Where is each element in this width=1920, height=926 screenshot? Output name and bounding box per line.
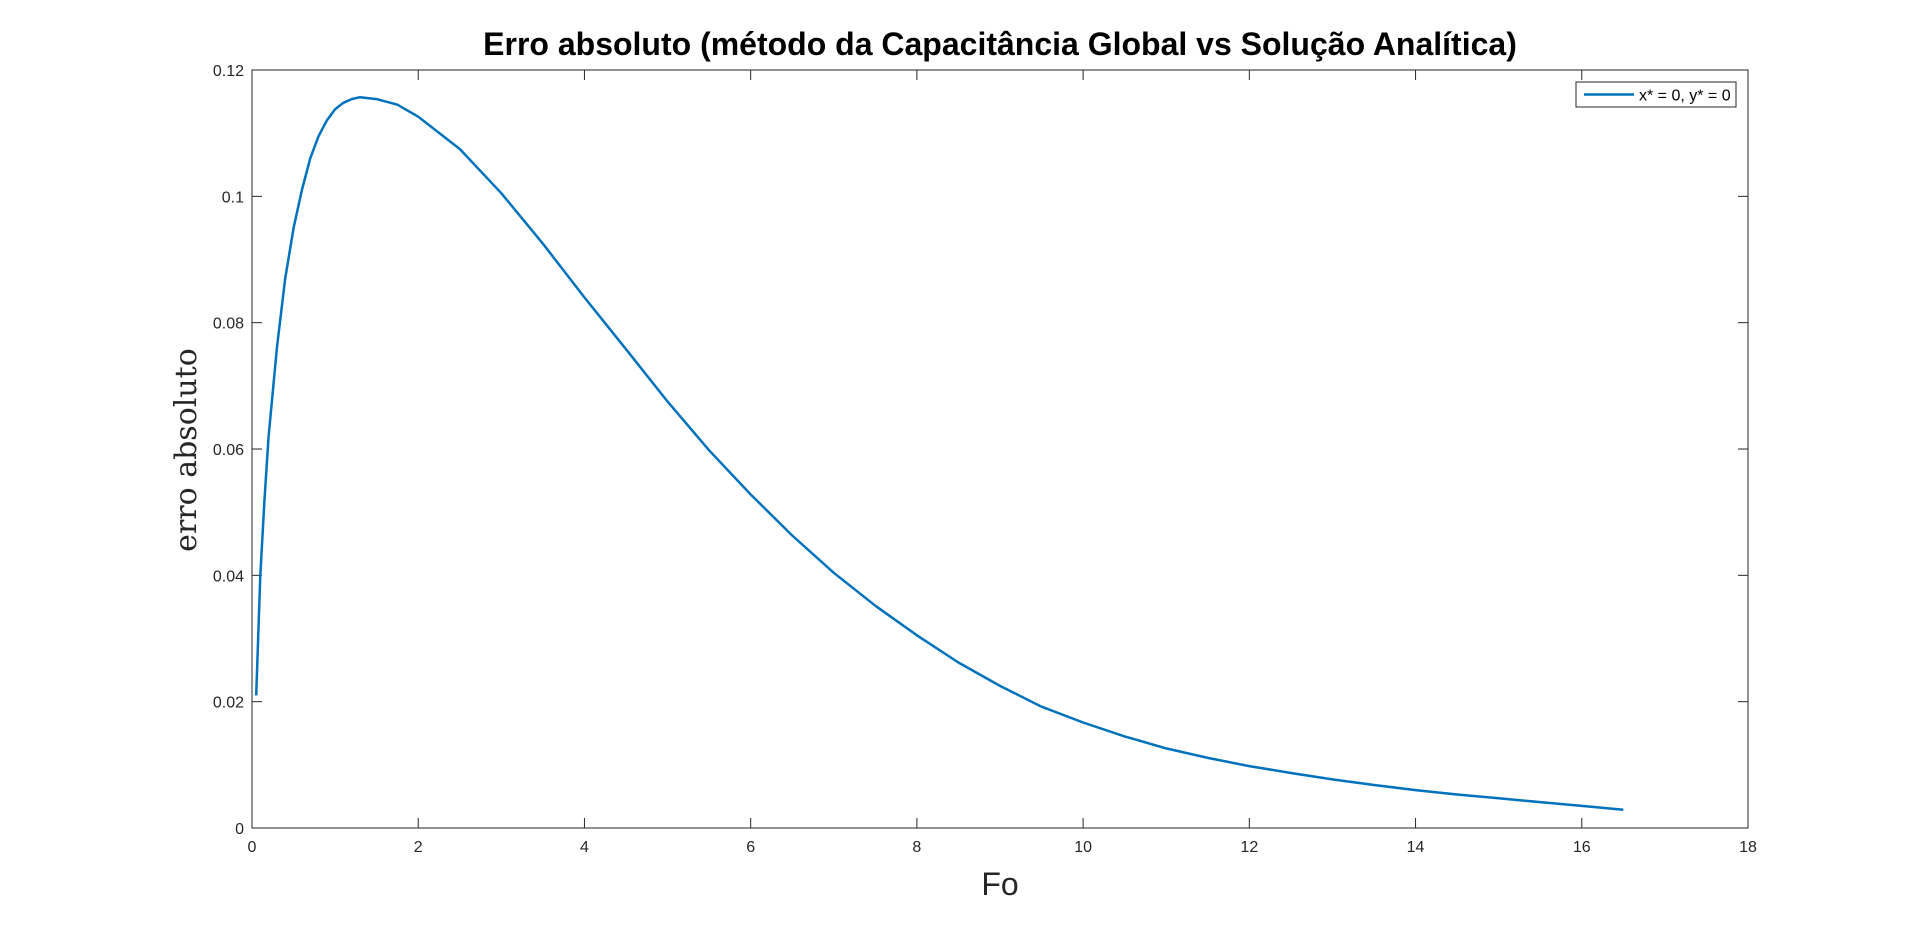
x-tick-label: 12 <box>1240 839 1258 856</box>
x-tick-label: 8 <box>912 839 921 856</box>
y-tick-label: 0.08 <box>213 316 244 333</box>
y-axis-label: erro absoluto <box>169 348 204 552</box>
plot-area <box>251 69 1749 829</box>
y-tick-label: 0.1 <box>222 189 244 206</box>
legend-label: x* = 0, y* = 0 <box>1639 88 1731 105</box>
series-line <box>254 95 1624 811</box>
y-tick-label: 0.02 <box>213 695 244 712</box>
y-tick-label: 0.04 <box>213 568 244 585</box>
x-tick-label: 4 <box>580 839 589 856</box>
y-tick-label: 0.12 <box>213 63 244 80</box>
x-tick-label: 14 <box>1407 839 1425 856</box>
x-tick-label: 16 <box>1573 839 1591 856</box>
legend: x* = 0, y* = 0 <box>1575 81 1737 108</box>
x-tick-label: 2 <box>414 839 423 856</box>
series-layer <box>254 95 1624 811</box>
y-tick-labels: 0 0.02 0.04 0.06 0.08 0.1 0.12 <box>213 63 244 838</box>
y-tick-label: 0 <box>235 821 244 838</box>
axis-ticks <box>251 69 1749 829</box>
x-tick-label: 6 <box>746 839 755 856</box>
y-tick-label: 0.06 <box>213 442 244 459</box>
x-tick-labels: 0 2 4 6 8 10 12 14 16 18 <box>248 839 1757 856</box>
x-tick-label: 0 <box>248 839 257 856</box>
chart-title: Erro absoluto (método da Capacitância Gl… <box>483 26 1517 62</box>
x-tick-label: 10 <box>1074 839 1092 856</box>
x-axis-label: Fo <box>981 866 1018 902</box>
x-tick-label: 18 <box>1739 839 1757 856</box>
